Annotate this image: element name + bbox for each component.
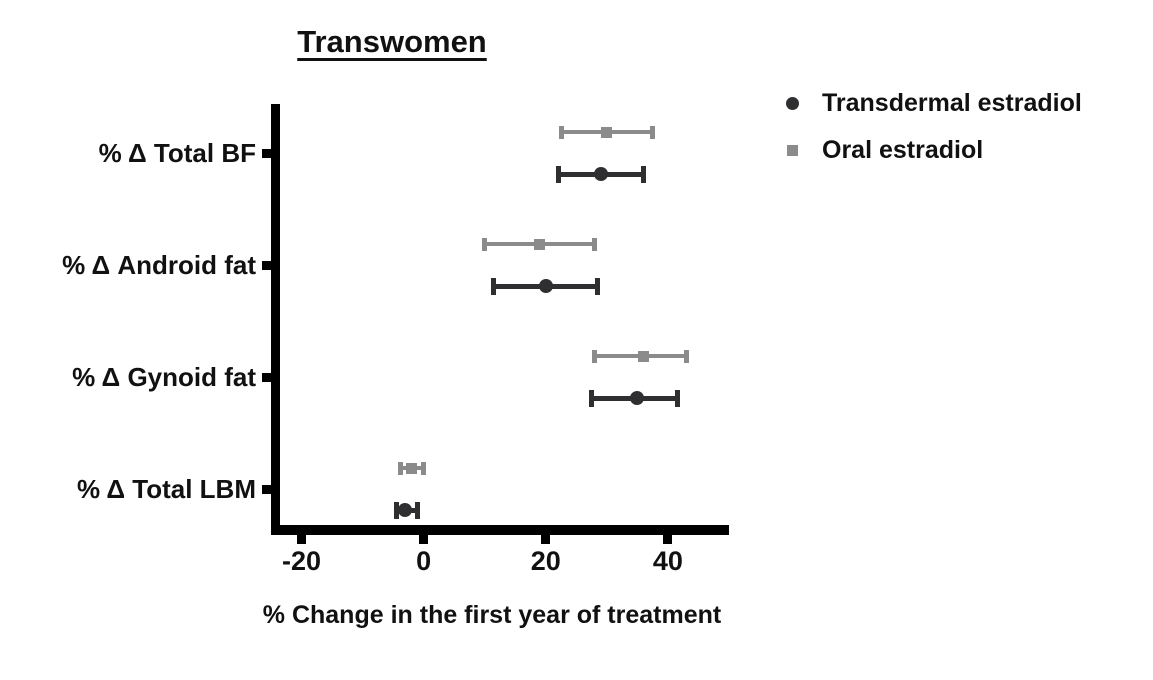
error-bar-cap	[592, 237, 598, 251]
category-label: % Δ Android fat	[62, 250, 256, 280]
x-axis-tick	[419, 535, 429, 544]
x-axis-tick	[297, 535, 307, 544]
error-bar-cap	[558, 125, 564, 139]
error-bar-cap	[592, 349, 598, 363]
error-bar-cap	[397, 461, 403, 475]
x-axis-tick-label: 40	[652, 546, 683, 576]
data-marker-circle	[630, 391, 645, 405]
error-bar-cap	[421, 461, 427, 475]
category-label: % Δ Gynoid fat	[72, 362, 256, 392]
y-axis-tick	[262, 484, 271, 494]
error-bar-cap	[415, 501, 421, 519]
legend-marker-box	[778, 97, 806, 110]
error-bar-cap	[683, 349, 689, 363]
category-label: % Δ Total BF	[98, 138, 256, 168]
x-axis-tick	[663, 535, 673, 544]
error-bar-cap	[595, 277, 601, 295]
y-axis-line	[271, 104, 280, 535]
y-axis-tick	[262, 372, 271, 382]
error-bar-cap	[650, 125, 656, 139]
data-marker-square	[405, 462, 417, 474]
x-axis-title: % Change in the first year of treatment	[262, 601, 722, 629]
y-axis-tick	[262, 148, 271, 158]
x-axis-tick-label: -20	[282, 546, 322, 576]
x-axis-line	[271, 525, 729, 535]
data-marker-square	[534, 238, 546, 250]
square-marker-icon	[786, 145, 798, 156]
chart-title: Transwomen	[297, 24, 487, 59]
error-bar-cap	[589, 389, 595, 407]
legend-marker-box	[778, 145, 806, 156]
x-axis-tick-label: 0	[416, 546, 432, 576]
legend-item-transdermal-estradiol: Transdermal estradiol	[778, 87, 1082, 120]
data-marker-circle	[398, 503, 413, 517]
error-bar-cap	[674, 389, 680, 407]
legend-label-oral-estradiol: Oral estradiol	[822, 136, 984, 164]
error-bar-cap	[393, 501, 399, 519]
legend: Transdermal estradiol Oral estradiol	[778, 87, 1082, 167]
legend-label-transdermal-estradiol: Transdermal estradiol	[822, 89, 1082, 117]
x-axis-tick	[541, 535, 551, 544]
category-label: % Δ Total LBM	[76, 474, 256, 504]
data-marker-square	[638, 350, 649, 362]
data-marker-square	[601, 126, 613, 138]
error-bar-cap	[482, 237, 488, 251]
error-bar-cap	[555, 165, 561, 183]
error-bar-cap	[641, 165, 646, 183]
data-marker-circle	[593, 167, 608, 181]
x-axis-tick-label: 20	[530, 546, 561, 576]
data-marker-circle	[538, 279, 553, 293]
error-bar-cap	[491, 277, 497, 295]
circle-marker-icon	[785, 97, 799, 110]
y-axis-tick	[262, 260, 271, 270]
legend-item-oral-estradiol: Oral estradiol	[778, 134, 1082, 167]
